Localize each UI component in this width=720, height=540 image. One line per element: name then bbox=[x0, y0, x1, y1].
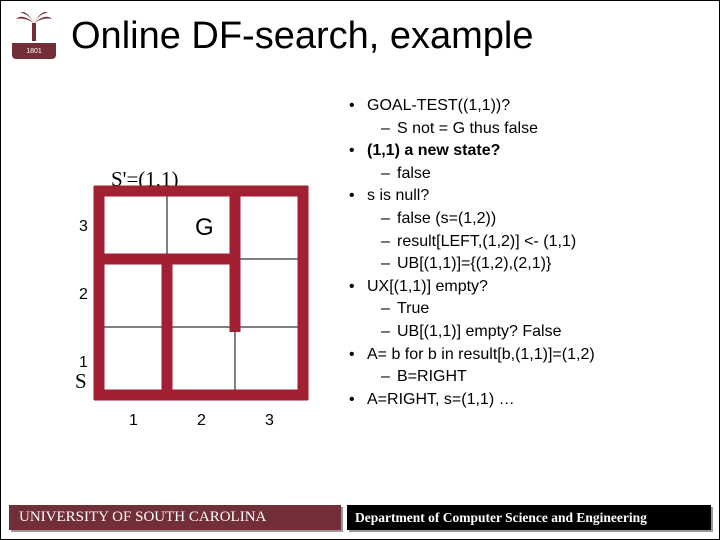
bullet-text: (1,1) a new state? bbox=[367, 140, 709, 162]
bullet-dot: • bbox=[349, 276, 367, 298]
slide-frame: 1801 Online DF-search, example S'=(1,1) bbox=[0, 0, 720, 540]
bullet-text: UB[(1,1)] empty? False bbox=[397, 321, 709, 343]
bullet-dash: – bbox=[381, 253, 397, 275]
bullet-dash: – bbox=[381, 163, 397, 185]
bullet-text: false (s=(1,2)) bbox=[397, 208, 709, 230]
bullet-text: UX[(1,1)] empty? bbox=[367, 276, 709, 298]
title-area: 1801 Online DF-search, example bbox=[1, 9, 720, 67]
bullet-level-2: –B=RIGHT bbox=[381, 366, 709, 388]
palmetto-tree-icon bbox=[12, 9, 56, 43]
bullet-text: A=RIGHT, s=(1,1) … bbox=[367, 389, 709, 411]
bullet-text: True bbox=[397, 298, 709, 320]
bullet-level-2: –false (s=(1,2)) bbox=[381, 208, 709, 230]
footer-university: UNIVERSITY OF SOUTH CAROLINA bbox=[9, 505, 341, 530]
usc-logo: 1801 bbox=[7, 9, 61, 67]
cell-label-g: G bbox=[195, 214, 214, 241]
svg-text:2: 2 bbox=[197, 412, 206, 429]
bullet-text: B=RIGHT bbox=[397, 366, 709, 388]
bullet-dot: • bbox=[349, 95, 367, 117]
bullet-text: S not = G thus false bbox=[397, 118, 709, 140]
s-label: S bbox=[73, 369, 89, 394]
svg-text:1: 1 bbox=[129, 412, 138, 429]
bullet-dash: – bbox=[381, 321, 397, 343]
bullet-text: GOAL-TEST((1,1))? bbox=[367, 95, 709, 117]
bullet-text: UB[(1,1)]={(1,2),(2,1)} bbox=[397, 253, 709, 275]
bullet-dot: • bbox=[349, 185, 367, 207]
svg-text:3: 3 bbox=[79, 218, 88, 235]
bullet-level-2: –result[LEFT,(1,2)] <- (1,1) bbox=[381, 231, 709, 253]
bullet-dash: – bbox=[381, 366, 397, 388]
bullet-level-2: –UB[(1,1)] empty? False bbox=[381, 321, 709, 343]
maze-panel: S'=(1,1) bbox=[41, 109, 331, 449]
bullet-text: false bbox=[397, 163, 709, 185]
bullet-dot: • bbox=[349, 389, 367, 411]
bullet-level-2: –false bbox=[381, 163, 709, 185]
bullet-dot: • bbox=[349, 344, 367, 366]
footer: UNIVERSITY OF SOUTH CAROLINA Department … bbox=[9, 505, 711, 530]
bullet-dash: – bbox=[381, 118, 397, 140]
bullet-level-1: •(1,1) a new state? bbox=[349, 140, 709, 162]
bullet-text: A= b for b in result[b,(1,1)]=(1,2) bbox=[367, 344, 709, 366]
bullet-level-2: –True bbox=[381, 298, 709, 320]
bullet-level-1: •A= b for b in result[b,(1,1)]=(1,2) bbox=[349, 344, 709, 366]
svg-text:3: 3 bbox=[265, 412, 274, 429]
bullet-text: result[LEFT,(1,2)] <- (1,1) bbox=[397, 231, 709, 253]
bullet-level-1: •UX[(1,1)] empty? bbox=[349, 276, 709, 298]
bullet-level-2: –S not = G thus false bbox=[381, 118, 709, 140]
bullet-dash: – bbox=[381, 231, 397, 253]
svg-text:2: 2 bbox=[79, 286, 88, 303]
bullet-text: s is null? bbox=[367, 185, 709, 207]
bullet-dash: – bbox=[381, 298, 397, 320]
bullet-level-2: –UB[(1,1)]={(1,2),(2,1)} bbox=[381, 253, 709, 275]
maze-diagram: G 3 2 1 1 2 3 bbox=[61, 181, 331, 471]
bullet-dash: – bbox=[381, 208, 397, 230]
footer-department: Department of Computer Science and Engin… bbox=[347, 505, 711, 530]
logo-base: 1801 bbox=[12, 43, 56, 59]
logo-year: 1801 bbox=[26, 48, 42, 55]
bullet-dot: • bbox=[349, 140, 367, 162]
slide-title: Online DF-search, example bbox=[71, 15, 534, 58]
bullet-level-1: •s is null? bbox=[349, 185, 709, 207]
bullet-list: •GOAL-TEST((1,1))?–S not = G thus false•… bbox=[349, 95, 709, 411]
bullet-level-1: •A=RIGHT, s=(1,1) … bbox=[349, 389, 709, 411]
bullet-level-1: •GOAL-TEST((1,1))? bbox=[349, 95, 709, 117]
